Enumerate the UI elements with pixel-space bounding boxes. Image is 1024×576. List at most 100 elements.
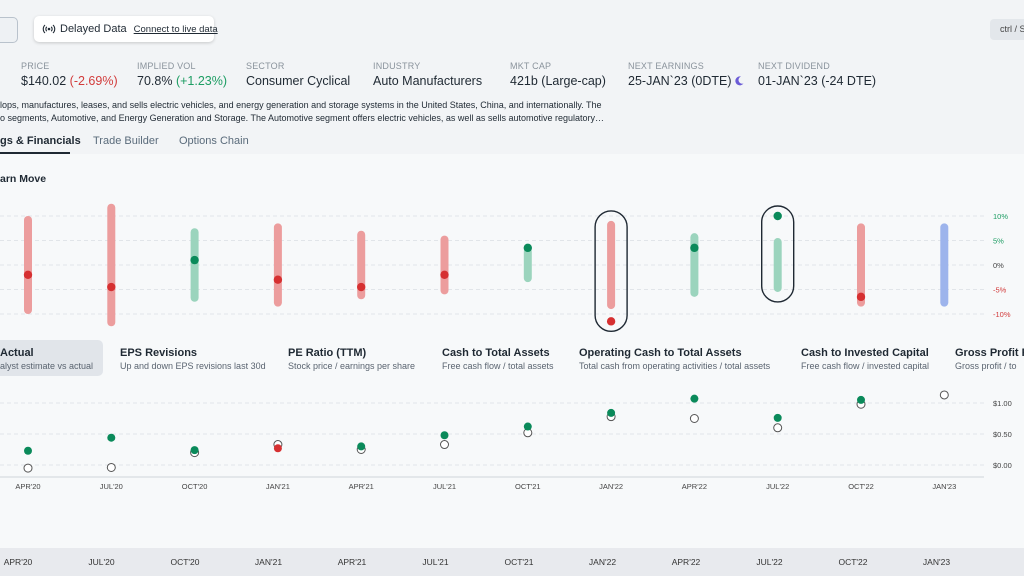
timeline-label: JAN'21 (255, 557, 282, 567)
actual-dot (773, 413, 782, 422)
metric-actual-subtitle[interactable]: alyst estimate vs actual (0, 361, 94, 371)
move-point (23, 270, 33, 279)
metric-cash-invested-subtitle[interactable]: Free cash flow / invested capital (801, 361, 930, 371)
metric-cash-total-assets-subtitle[interactable]: Free cash flow / total assets (442, 361, 554, 371)
section-title: arn Move (0, 173, 47, 185)
move-range-bar (940, 223, 949, 307)
move-bars (23, 203, 949, 333)
metric-operating-cash-subtitle[interactable]: Total cash from operating activities / t… (579, 361, 771, 371)
estimate-dot (773, 423, 783, 433)
stat-value: 421b (Large-cap) (510, 74, 606, 88)
metric-gross-profit-subtitle[interactable]: Gross profit / to (955, 361, 1017, 371)
active-tab-indicator (0, 152, 70, 154)
stat-label: IMPLIED VOL (137, 61, 196, 71)
y-tick-label: 10% (993, 212, 1008, 221)
stat-value: $140.02 (-2.69%) (21, 74, 118, 88)
metric-eps-revisions-title[interactable]: EPS Revisions (120, 347, 198, 359)
actual-dot (357, 442, 366, 451)
actual-dot (607, 408, 616, 417)
stat-implied-vol: IMPLIED VOL 70.8% (+1.23%) (137, 61, 227, 88)
timeline-axis: APR'20 JUL'20 OCT'20 JAN'21 APR'21 JUL'21 OCT'… (4, 557, 951, 567)
stat-market-cap: MKT CAP 421b (Large-cap) (510, 61, 606, 88)
move-point (440, 270, 449, 279)
estimate-dot (689, 414, 699, 423)
description-line: o segments, Automotive, and Energy Gener… (0, 113, 604, 123)
actual-dot (190, 446, 199, 455)
move-range-bar (690, 233, 699, 297)
eps-dots (23, 390, 949, 473)
x-tick-label: APR'21 (349, 482, 374, 491)
menu-button[interactable] (0, 17, 18, 43)
highlight-outline (594, 210, 628, 333)
move-point (690, 243, 699, 253)
x-tick-label: JAN'22 (599, 482, 623, 491)
timeline-label: APR'21 (338, 557, 367, 567)
y-tick-label: -5% (993, 286, 1007, 295)
timeline-label: APR'22 (672, 557, 701, 567)
move-point (190, 255, 199, 265)
keyboard-shortcut-badge[interactable]: ctrl / S (990, 19, 1024, 40)
move-point (773, 211, 782, 221)
eps-y-ticks: $1.00 $0.50 $0.00 (993, 399, 1012, 470)
actual-dot (523, 422, 532, 431)
stat-label: NEXT EARNINGS (628, 61, 704, 71)
broadcast-icon (42, 24, 56, 34)
move-range-bar (440, 235, 449, 295)
metric-pe-ratio-subtitle[interactable]: Stock price / earnings per share (288, 361, 416, 371)
metric-actual-title[interactable]: Actual (0, 347, 34, 359)
timeline-label: JUL'22 (756, 557, 782, 567)
stat-next-dividend: NEXT DIVIDEND 01-JAN`23 (-24 DTE) (758, 61, 876, 88)
timeline-label: JUL'20 (88, 557, 114, 567)
connect-live-data-link[interactable]: Connect to live data (133, 23, 218, 35)
actual-dot (857, 395, 865, 404)
metric-cash-total-assets-title[interactable]: Cash to Total Assets (442, 347, 550, 359)
y-tick-label: 0% (993, 261, 1004, 270)
estimate-dot (939, 390, 949, 400)
y-tick-label: $1.00 (993, 399, 1012, 408)
eps-chart: $1.00 $0.50 $0.00 APR'20 JUL'20 OCT'20 JAN'21… (0, 390, 1012, 491)
metric-operating-cash-title[interactable]: Operating Cash to Total Assets (579, 347, 742, 359)
earnings-move-chart: 10% 5% 0% -5% -10% (0, 203, 1011, 333)
y-tick-label: 5% (993, 237, 1004, 246)
y-tick-label: $0.50 (993, 430, 1012, 439)
timeline-label: APR'20 (4, 557, 33, 567)
timeline-bar[interactable] (0, 548, 1024, 576)
timeline-label: JUL'21 (422, 557, 448, 567)
move-range-bar (190, 228, 199, 302)
estimate-dot (106, 462, 116, 472)
x-tick-label: OCT'20 (182, 482, 208, 491)
metric-pe-ratio-title[interactable]: PE Ratio (TTM) (288, 347, 367, 359)
timeline-label: OCT'21 (504, 557, 533, 567)
stat-value: Consumer Cyclical (246, 74, 351, 88)
metric-gross-profit-title[interactable]: Gross Profit Ra (955, 347, 1024, 359)
move-range-bar (523, 247, 532, 283)
x-tick-label: JUL'20 (100, 482, 123, 491)
tab-earnings-financials[interactable]: gs & Financials (0, 135, 81, 147)
actual-dot (273, 444, 282, 453)
x-tick-label: JUL'21 (433, 482, 456, 491)
move-point (606, 317, 616, 326)
timeline-label: JAN'23 (923, 557, 950, 567)
move-range-bar (773, 238, 782, 292)
move-range-bar (607, 220, 616, 310)
metric-cash-invested-title[interactable]: Cash to Invested Capital (801, 347, 929, 359)
x-tick-label: APR'22 (682, 482, 707, 491)
stat-label: SECTOR (246, 61, 285, 71)
move-point (107, 282, 116, 292)
delayed-data-badge: Delayed Data Connect to live data (34, 16, 218, 42)
move-range-bar (857, 223, 865, 307)
stat-sector: SECTOR Consumer Cyclical (246, 61, 350, 88)
stat-value: 01-JAN`23 (-24 DTE) (758, 74, 877, 88)
stat-label: NEXT DIVIDEND (758, 61, 830, 71)
move-range-bar (357, 230, 366, 300)
tab-options-chain[interactable]: Options Chain (179, 135, 249, 147)
stat-label: PRICE (21, 61, 50, 71)
stat-value: Auto Manufacturers (373, 74, 483, 88)
company-description: lops, manufactures, leases, and sells el… (0, 99, 604, 125)
description-line: lops, manufactures, leases, and sells el… (0, 100, 602, 110)
tab-trade-builder[interactable]: Trade Builder (93, 135, 159, 147)
actual-dot (24, 446, 32, 455)
eps-x-axis: APR'20 JUL'20 OCT'20 JAN'21 APR'21 JUL'21 OCT'… (0, 476, 984, 491)
x-tick-label: JAN'23 (932, 482, 956, 491)
metric-eps-revisions-subtitle[interactable]: Up and down EPS revisions last 30d (120, 361, 266, 371)
